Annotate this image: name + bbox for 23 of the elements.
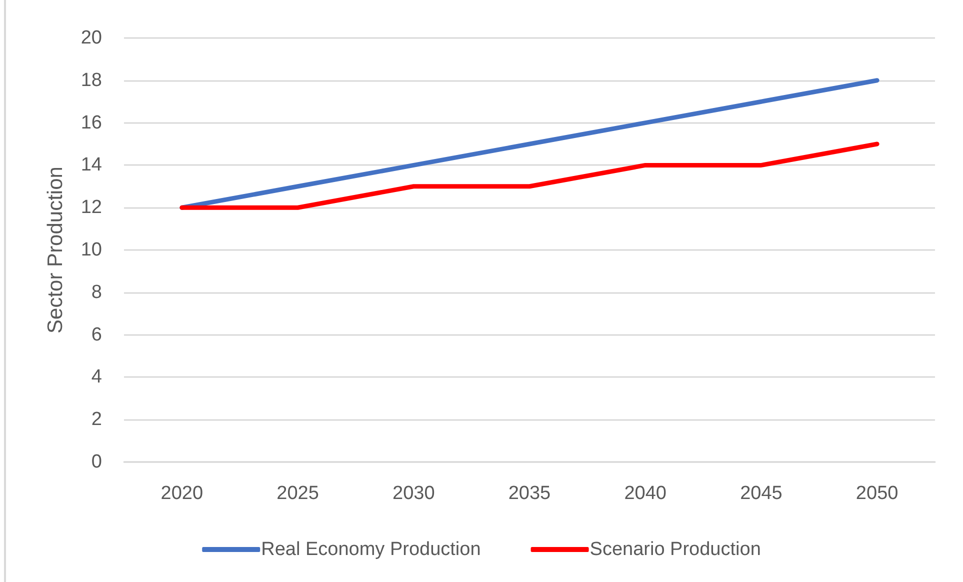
legend-label: Real Economy Production <box>261 539 481 560</box>
line-series <box>180 142 880 210</box>
y-tick-label: 10 <box>80 240 102 260</box>
y-tick-label: 6 <box>91 324 102 346</box>
y-tick-label: 12 <box>80 197 102 218</box>
y-tick-label: 8 <box>91 282 102 303</box>
line-series <box>180 78 880 210</box>
y-tick-label: 16 <box>80 112 102 134</box>
y-tick-label: 4 <box>91 366 102 388</box>
x-tick-label: 2050 <box>856 483 898 504</box>
y-tick-label: 2 <box>91 409 102 430</box>
x-tick-label: 2045 <box>740 483 782 504</box>
x-tick-label: 2020 <box>160 483 204 504</box>
y-tick-label: 18 <box>80 70 102 91</box>
y-tick-label: 20 <box>80 28 102 48</box>
x-tick-label: 2040 <box>624 483 666 504</box>
x-tick-label: 2025 <box>276 483 319 504</box>
y-axis-title: Sector Production <box>44 166 67 334</box>
legend-label: Scenario Production <box>590 539 761 560</box>
x-tick-label: 2035 <box>508 483 551 504</box>
x-tick-label: 2030 <box>392 483 435 504</box>
y-tick-label: 14 <box>80 154 102 176</box>
y-tick-label: 0 <box>91 452 102 472</box>
